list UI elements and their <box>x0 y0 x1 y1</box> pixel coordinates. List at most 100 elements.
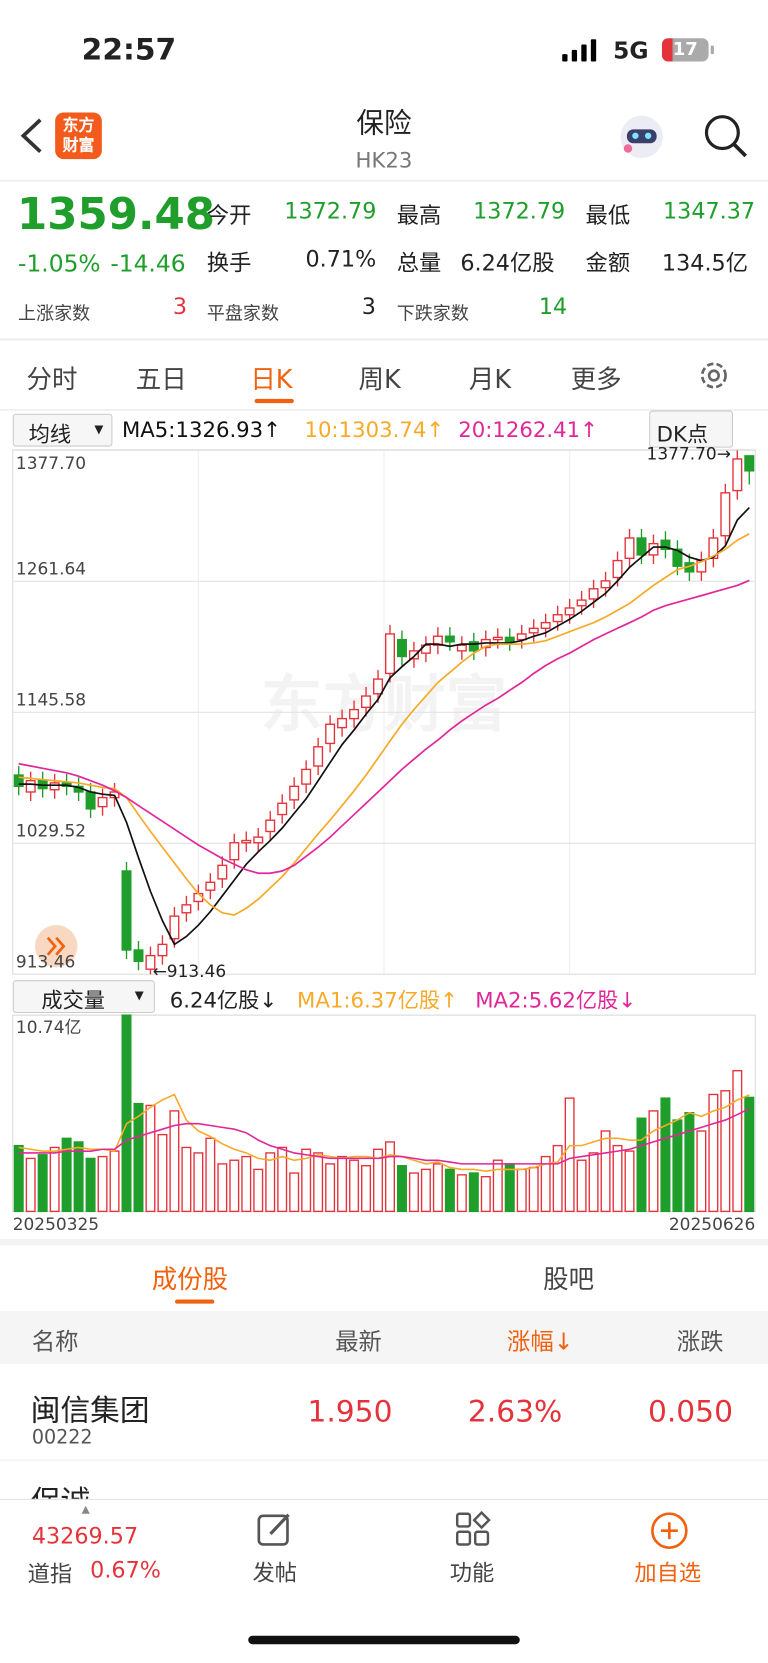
ma-selector[interactable]: 均线 ▼ <box>12 413 113 447</box>
candle-body <box>504 636 515 643</box>
candle-body <box>265 819 276 833</box>
candle-body <box>468 641 479 652</box>
stat-label: 平盘家数 <box>206 303 279 325</box>
volume-bar <box>564 1097 575 1213</box>
column-header[interactable]: 最新 <box>335 1329 382 1356</box>
volume-bar <box>289 1172 300 1213</box>
volume-bar <box>97 1155 108 1213</box>
candle-body <box>13 774 24 788</box>
add-watchlist-button[interactable]: 加自选 <box>634 1560 702 1586</box>
candle-body <box>732 458 743 492</box>
candle-body <box>636 537 647 556</box>
column-header-sorted[interactable]: 涨幅↓ <box>507 1329 574 1356</box>
volume-bar <box>552 1144 563 1213</box>
index-name[interactable]: 道指 <box>27 1561 73 1587</box>
logo[interactable]: 东方财富 <box>55 112 102 160</box>
last-price: 1359.48 <box>16 188 216 240</box>
volume-bar <box>157 1133 168 1213</box>
volume-bar <box>73 1141 84 1213</box>
volume-bar <box>265 1152 276 1213</box>
search-button[interactable] <box>702 112 749 159</box>
candle-body <box>660 539 671 550</box>
dk-selector[interactable]: DK点 <box>649 410 733 448</box>
ma-line <box>18 533 750 916</box>
assistant-avatar[interactable] <box>617 112 666 161</box>
stat-label: 换手 <box>206 250 252 276</box>
candle-body <box>97 796 108 808</box>
candle-body <box>612 559 623 579</box>
volume-bar <box>121 1014 132 1213</box>
y-tick-label: 1377.70 <box>16 454 86 474</box>
volume-bar <box>205 1137 216 1213</box>
column-header[interactable]: 涨跌 <box>676 1329 724 1356</box>
sub-tab[interactable]: 股吧 <box>543 1264 595 1295</box>
candle-body <box>708 537 719 560</box>
candle-body <box>552 614 563 623</box>
volume-bar <box>313 1152 324 1213</box>
price-annotation: 1377.70→ <box>647 445 731 465</box>
stat-label: 上涨家数 <box>18 303 91 325</box>
candle-body <box>516 633 527 641</box>
volume-bar <box>193 1152 204 1213</box>
candle-body <box>720 492 731 537</box>
candle-body <box>205 881 216 891</box>
last-price: 1.950 <box>307 1393 393 1429</box>
divider <box>0 409 768 411</box>
caret: ▲ <box>81 1504 90 1516</box>
period-tab[interactable]: 周K <box>358 364 401 395</box>
index-value[interactable]: 43269.57 <box>31 1523 139 1549</box>
watermark: 东方财富 <box>261 669 507 741</box>
volume-bar <box>349 1159 360 1213</box>
candle-body <box>301 768 312 785</box>
stat-label: 最低 <box>585 202 631 229</box>
legend-entry: MA1:6.37亿股↑ <box>297 987 458 1014</box>
sub-tab-active[interactable]: 成份股 <box>151 1264 229 1295</box>
candle-body <box>384 633 395 675</box>
candle-body <box>600 580 611 589</box>
clock: 22:57 <box>81 31 177 67</box>
y-tick-label: 1029.52 <box>16 822 86 842</box>
volume-bar <box>720 1090 731 1213</box>
volume-bar <box>492 1159 503 1213</box>
x-tick-label: 20250626 <box>669 1215 755 1235</box>
candle-body <box>408 650 419 660</box>
candle-body <box>313 746 324 767</box>
post-button[interactable]: 发帖 <box>252 1560 298 1586</box>
volume-selector[interactable]: 成交量 ▼ <box>12 980 155 1014</box>
back-button[interactable] <box>17 117 47 155</box>
candle-body <box>169 915 180 940</box>
volume-bar <box>648 1110 659 1213</box>
row-divider <box>0 1459 768 1461</box>
post-icon[interactable] <box>256 1511 294 1549</box>
volume-bar <box>49 1146 60 1213</box>
expand-icon <box>46 936 66 956</box>
caret: ▼ <box>134 988 144 1003</box>
volume-total: 6.24亿股↓ <box>169 987 278 1014</box>
stat-label: 今开 <box>206 202 252 229</box>
period-tab[interactable]: 更多 <box>570 364 622 395</box>
volume-bar <box>504 1163 515 1213</box>
home-indicator <box>248 1635 520 1645</box>
ma-line <box>18 579 750 875</box>
candle-body <box>145 954 156 970</box>
candle-body <box>361 695 372 709</box>
volume-ma-line <box>18 1108 750 1165</box>
candle-body <box>444 635 455 643</box>
volume-bar <box>325 1163 336 1213</box>
stock-name[interactable]: 闽信集团 <box>30 1392 150 1428</box>
signal-icon <box>562 39 597 62</box>
functions-button[interactable]: 功能 <box>449 1560 495 1586</box>
legend-entry: MA2:5.62亿股↓ <box>475 987 637 1014</box>
stat-label: 金额 <box>585 250 631 276</box>
period-tab[interactable]: 五日 <box>135 364 187 395</box>
functions-icon[interactable] <box>454 1510 492 1549</box>
settings-button[interactable] <box>696 357 732 393</box>
stat-value: 1372.79 <box>284 198 377 224</box>
period-tab[interactable]: 分时 <box>26 364 78 395</box>
period-tab[interactable]: 月K <box>468 364 512 395</box>
volume-bar <box>217 1163 228 1213</box>
period-tab-active[interactable]: 日K <box>250 364 293 395</box>
volume-bar <box>109 1150 120 1213</box>
add-icon[interactable] <box>649 1511 689 1551</box>
